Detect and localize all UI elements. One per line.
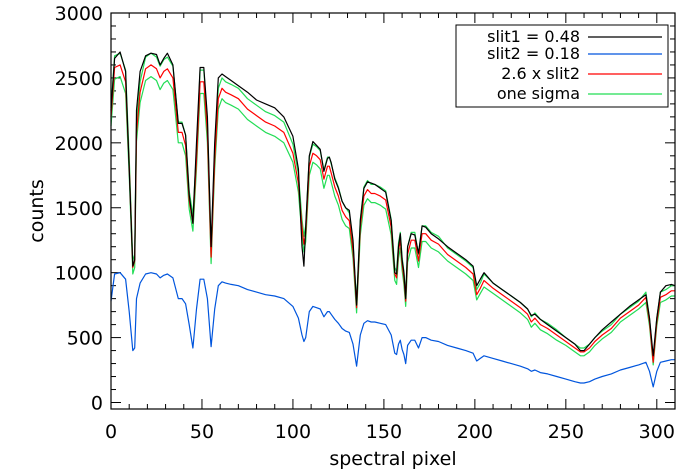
legend-label-scaled: 2.6 x slit2 xyxy=(501,64,580,83)
x-tick-label: 50 xyxy=(190,421,214,443)
series-line-3 xyxy=(110,75,675,366)
y-tick-label: 2000 xyxy=(55,133,103,155)
x-tick-label: 150 xyxy=(366,421,402,443)
x-tick-label: 0 xyxy=(105,421,117,443)
legend-label-slit2: slit2 = 0.18 xyxy=(487,44,580,63)
y-tick-label: 500 xyxy=(67,328,103,350)
series-line-4 xyxy=(110,52,675,361)
x-tick-label: 250 xyxy=(548,421,584,443)
y-axis-title: counts xyxy=(26,179,48,243)
series-lines xyxy=(110,51,676,388)
x-tick-label: 300 xyxy=(639,421,675,443)
legend: slit1 = 0.48 slit2 = 0.18 2.6 x slit2 on… xyxy=(455,24,669,108)
legend-label-sigma: one sigma xyxy=(497,84,580,103)
plot-frame xyxy=(110,12,676,410)
legend-box xyxy=(455,24,669,108)
x-tick-label: 200 xyxy=(457,421,493,443)
y-tick-label: 1000 xyxy=(55,263,103,285)
tick-labels: 0 50 100 150 200 250 3000500100015002000250030… xyxy=(55,3,675,443)
y-tick-label: 1500 xyxy=(55,198,103,220)
y-tick-label: 0 xyxy=(91,393,103,415)
x-axis-title: spectral pixel xyxy=(329,448,456,470)
legend-label-slit1: slit1 = 0.48 xyxy=(487,27,580,46)
y-tick-label: 2500 xyxy=(55,68,103,90)
y-tick-label: 3000 xyxy=(55,3,103,25)
x-tick-label: 100 xyxy=(275,421,311,443)
series-line-1 xyxy=(110,272,675,388)
series-line-0 xyxy=(110,51,676,357)
